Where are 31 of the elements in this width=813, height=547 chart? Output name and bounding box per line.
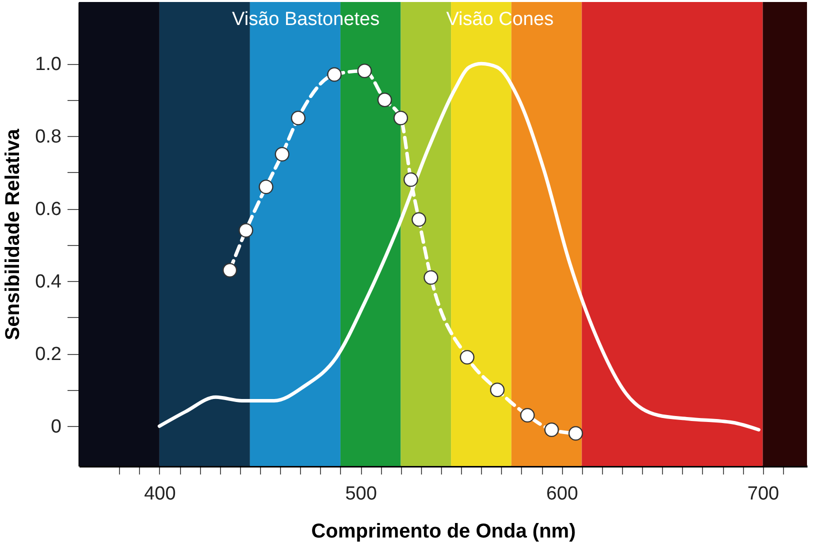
point: [274, 146, 290, 162]
y-tick-label: 0.4: [35, 272, 62, 293]
line-series: [158, 62, 760, 432]
point: [222, 262, 238, 278]
point: [393, 110, 408, 126]
point: [520, 408, 535, 423]
point: [544, 422, 559, 438]
point: [357, 64, 372, 78]
point: [404, 172, 418, 187]
point: [490, 382, 505, 398]
point: [412, 212, 426, 227]
text: Visão Cones: [446, 9, 554, 30]
y-tick-label: 0.6: [35, 199, 62, 220]
point: [568, 426, 584, 441]
x-tick-label: 600: [546, 484, 578, 504]
y-tick-label: 0: [50, 416, 62, 438]
point: [460, 350, 474, 365]
point: [424, 270, 438, 285]
point: [377, 92, 392, 108]
point: [238, 223, 254, 238]
point: [258, 180, 274, 194]
point: [327, 67, 342, 82]
y-tick-label: 1.0: [35, 54, 62, 76]
y-axis-title: Sensibilidade Relativa: [2, 128, 24, 340]
point: [290, 110, 306, 126]
y-tick-label: 0.8: [35, 126, 62, 148]
x-tick-label: 700: [747, 484, 780, 504]
x-tick-label: 500: [345, 484, 377, 504]
y-tick-label: 0.2: [35, 344, 62, 366]
x-axis-title: Comprimento de Onda (nm): [311, 520, 576, 542]
x-tick-label: 400: [144, 484, 176, 504]
